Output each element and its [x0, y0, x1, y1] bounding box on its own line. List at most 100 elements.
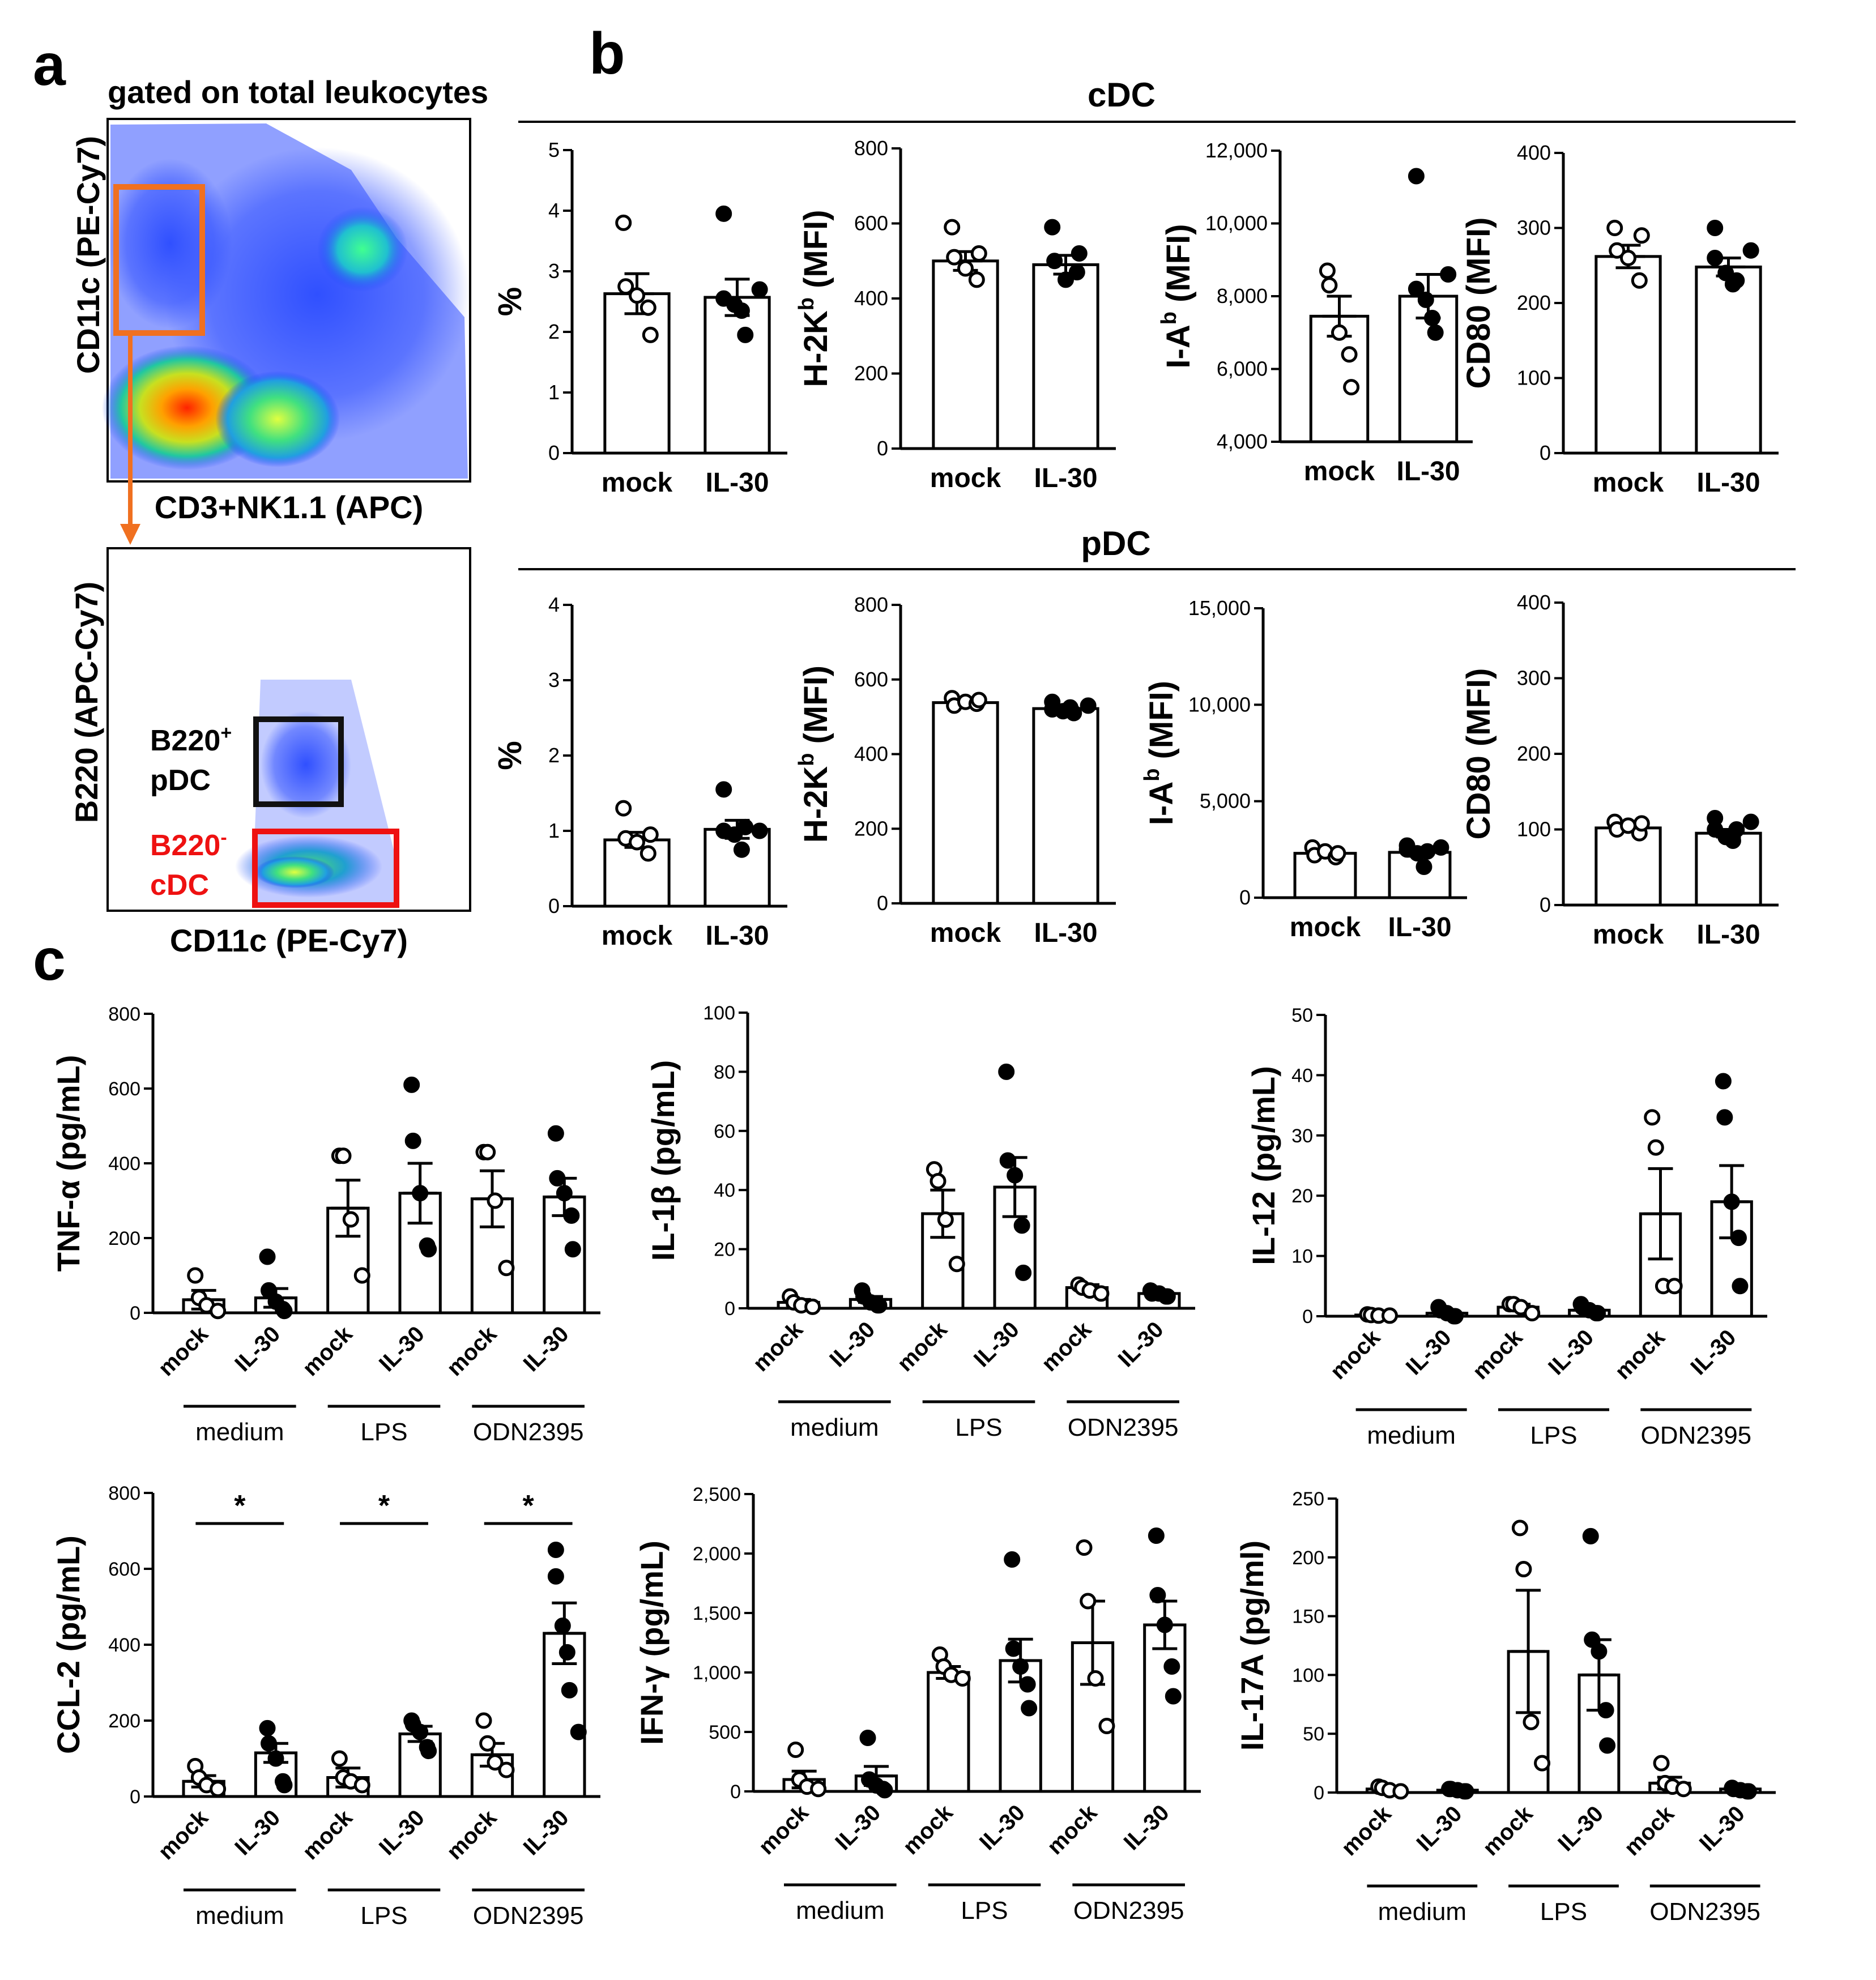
x-tick-label: mock	[1619, 1801, 1679, 1861]
data-point	[479, 1735, 496, 1752]
x-tick-label: mock	[1593, 468, 1664, 498]
data-point	[1046, 253, 1063, 270]
data-point	[1076, 1539, 1093, 1556]
group-label: medium	[1367, 1422, 1456, 1449]
data-point	[642, 326, 659, 343]
y-axis-label: I-Ab (MFI)	[1140, 681, 1180, 825]
data-point	[1065, 705, 1082, 722]
x-tick-label: mock	[1593, 920, 1664, 950]
y-tick-label: 150	[1292, 1606, 1324, 1628]
x-tick-label: mock	[930, 463, 1001, 493]
data-point	[1417, 291, 1434, 308]
y-tick-label: 10,000	[1205, 212, 1268, 235]
x-tick-label: IL-30	[1396, 456, 1460, 487]
flow-bottom-ylabel: B220 (APC-Cy7)	[69, 582, 104, 823]
data-point	[412, 1723, 429, 1740]
data-point	[1723, 1193, 1740, 1210]
y-tick-label: 12,000	[1205, 139, 1268, 162]
data-point	[1707, 220, 1724, 236]
data-point	[1728, 272, 1745, 289]
y-tick-label: 100	[1517, 366, 1551, 390]
data-point	[1068, 264, 1085, 281]
x-tick-label: IL-30	[1544, 1325, 1598, 1380]
data-point	[210, 1303, 227, 1320]
x-tick-label: IL-30	[1119, 1800, 1174, 1855]
y-tick-label: 200	[1517, 742, 1551, 765]
data-point	[412, 1185, 429, 1202]
bar	[1032, 263, 1099, 450]
y-tick-label: 2	[548, 744, 560, 767]
data-point	[629, 834, 645, 851]
data-point	[946, 249, 963, 266]
x-tick-label: IL-30	[1696, 920, 1760, 950]
data-point	[1633, 227, 1650, 244]
data-point	[267, 1750, 284, 1767]
data-point	[1392, 1783, 1409, 1800]
y-axis-label: IL-1β (pg/mL)	[645, 1060, 681, 1261]
data-point	[1408, 168, 1425, 185]
y-tick-label: 800	[108, 1004, 140, 1025]
y-axis-label: H-2Kb (MFI)	[795, 210, 834, 387]
chart-cdc-h2kb: 0 200 400 600 800 H-2Kb (MFI) mock IL-30	[795, 136, 1116, 493]
chart-cdc-iab: 4,000 6,000 8,000 10,000 12,000 I-Ab (MFI) moc…	[1157, 139, 1473, 487]
data-point	[1427, 324, 1444, 341]
data-point	[715, 205, 732, 222]
y-tick-label: 10	[1291, 1246, 1313, 1268]
y-tick-label: 300	[1517, 667, 1551, 690]
data-point	[871, 1297, 888, 1314]
data-point	[1609, 242, 1626, 259]
y-tick-label: 8,000	[1217, 284, 1268, 308]
data-point	[944, 219, 961, 236]
data-point	[999, 1152, 1016, 1169]
y-tick-label: 20	[1291, 1185, 1313, 1207]
y-tick-label: 0	[1239, 886, 1251, 909]
data-point	[1584, 1631, 1601, 1648]
x-tick-label: IL-30	[1696, 468, 1760, 498]
x-tick-label: IL-30	[969, 1317, 1024, 1372]
data-point	[479, 1143, 496, 1160]
x-tick-label: mock	[1337, 1801, 1397, 1861]
x-tick-label: IL-30	[1034, 918, 1097, 948]
y-tick-label: 3	[548, 259, 560, 283]
data-point	[1058, 271, 1074, 288]
significance-star: *	[378, 1490, 390, 1522]
data-point	[1080, 1593, 1097, 1610]
section-header-cdc: cDC	[518, 76, 1796, 123]
flow-bottom-density	[235, 680, 396, 906]
data-point	[1381, 1307, 1398, 1324]
x-tick-label: IL-30	[519, 1321, 574, 1376]
y-tick-label: 0	[877, 891, 888, 915]
y-tick-label: 0	[724, 1298, 735, 1320]
y-tick-label: 20	[714, 1239, 735, 1261]
data-point	[1440, 266, 1457, 283]
data-point	[1653, 1755, 1670, 1772]
bar	[603, 838, 671, 908]
y-tick-label: 0	[877, 437, 888, 460]
data-point	[1013, 1217, 1030, 1234]
chart-pdc-cd80: 0 100 200 300 400 CD80 (MFI) mock IL-30	[1460, 591, 1779, 950]
x-tick-label: mock	[930, 918, 1001, 948]
data-point	[1740, 1783, 1757, 1800]
panel-label-c: c	[33, 927, 66, 993]
data-point	[1591, 1643, 1608, 1660]
data-point	[1644, 1109, 1661, 1126]
data-point	[1329, 845, 1346, 862]
section-title-pdc: pDC	[1081, 524, 1150, 562]
y-tick-label: 0	[548, 441, 560, 464]
x-tick-label: IL-30	[705, 921, 769, 951]
data-point	[751, 281, 768, 298]
y-tick-label: 50	[1303, 1723, 1324, 1745]
flow-top-xlabel: CD3+NK1.1 (APC)	[155, 489, 424, 525]
data-point	[1004, 1551, 1021, 1568]
data-point	[1728, 821, 1745, 838]
y-tick-label: 400	[1517, 141, 1551, 164]
group-label: LPS	[955, 1414, 1002, 1441]
data-point	[715, 781, 732, 798]
y-tick-label: 100	[1292, 1665, 1324, 1686]
x-tick-label: IL-30	[1401, 1325, 1456, 1380]
data-point	[563, 1207, 580, 1224]
data-point	[1597, 1702, 1614, 1719]
data-point	[639, 299, 656, 316]
x-tick-label: IL-30	[1686, 1325, 1741, 1380]
